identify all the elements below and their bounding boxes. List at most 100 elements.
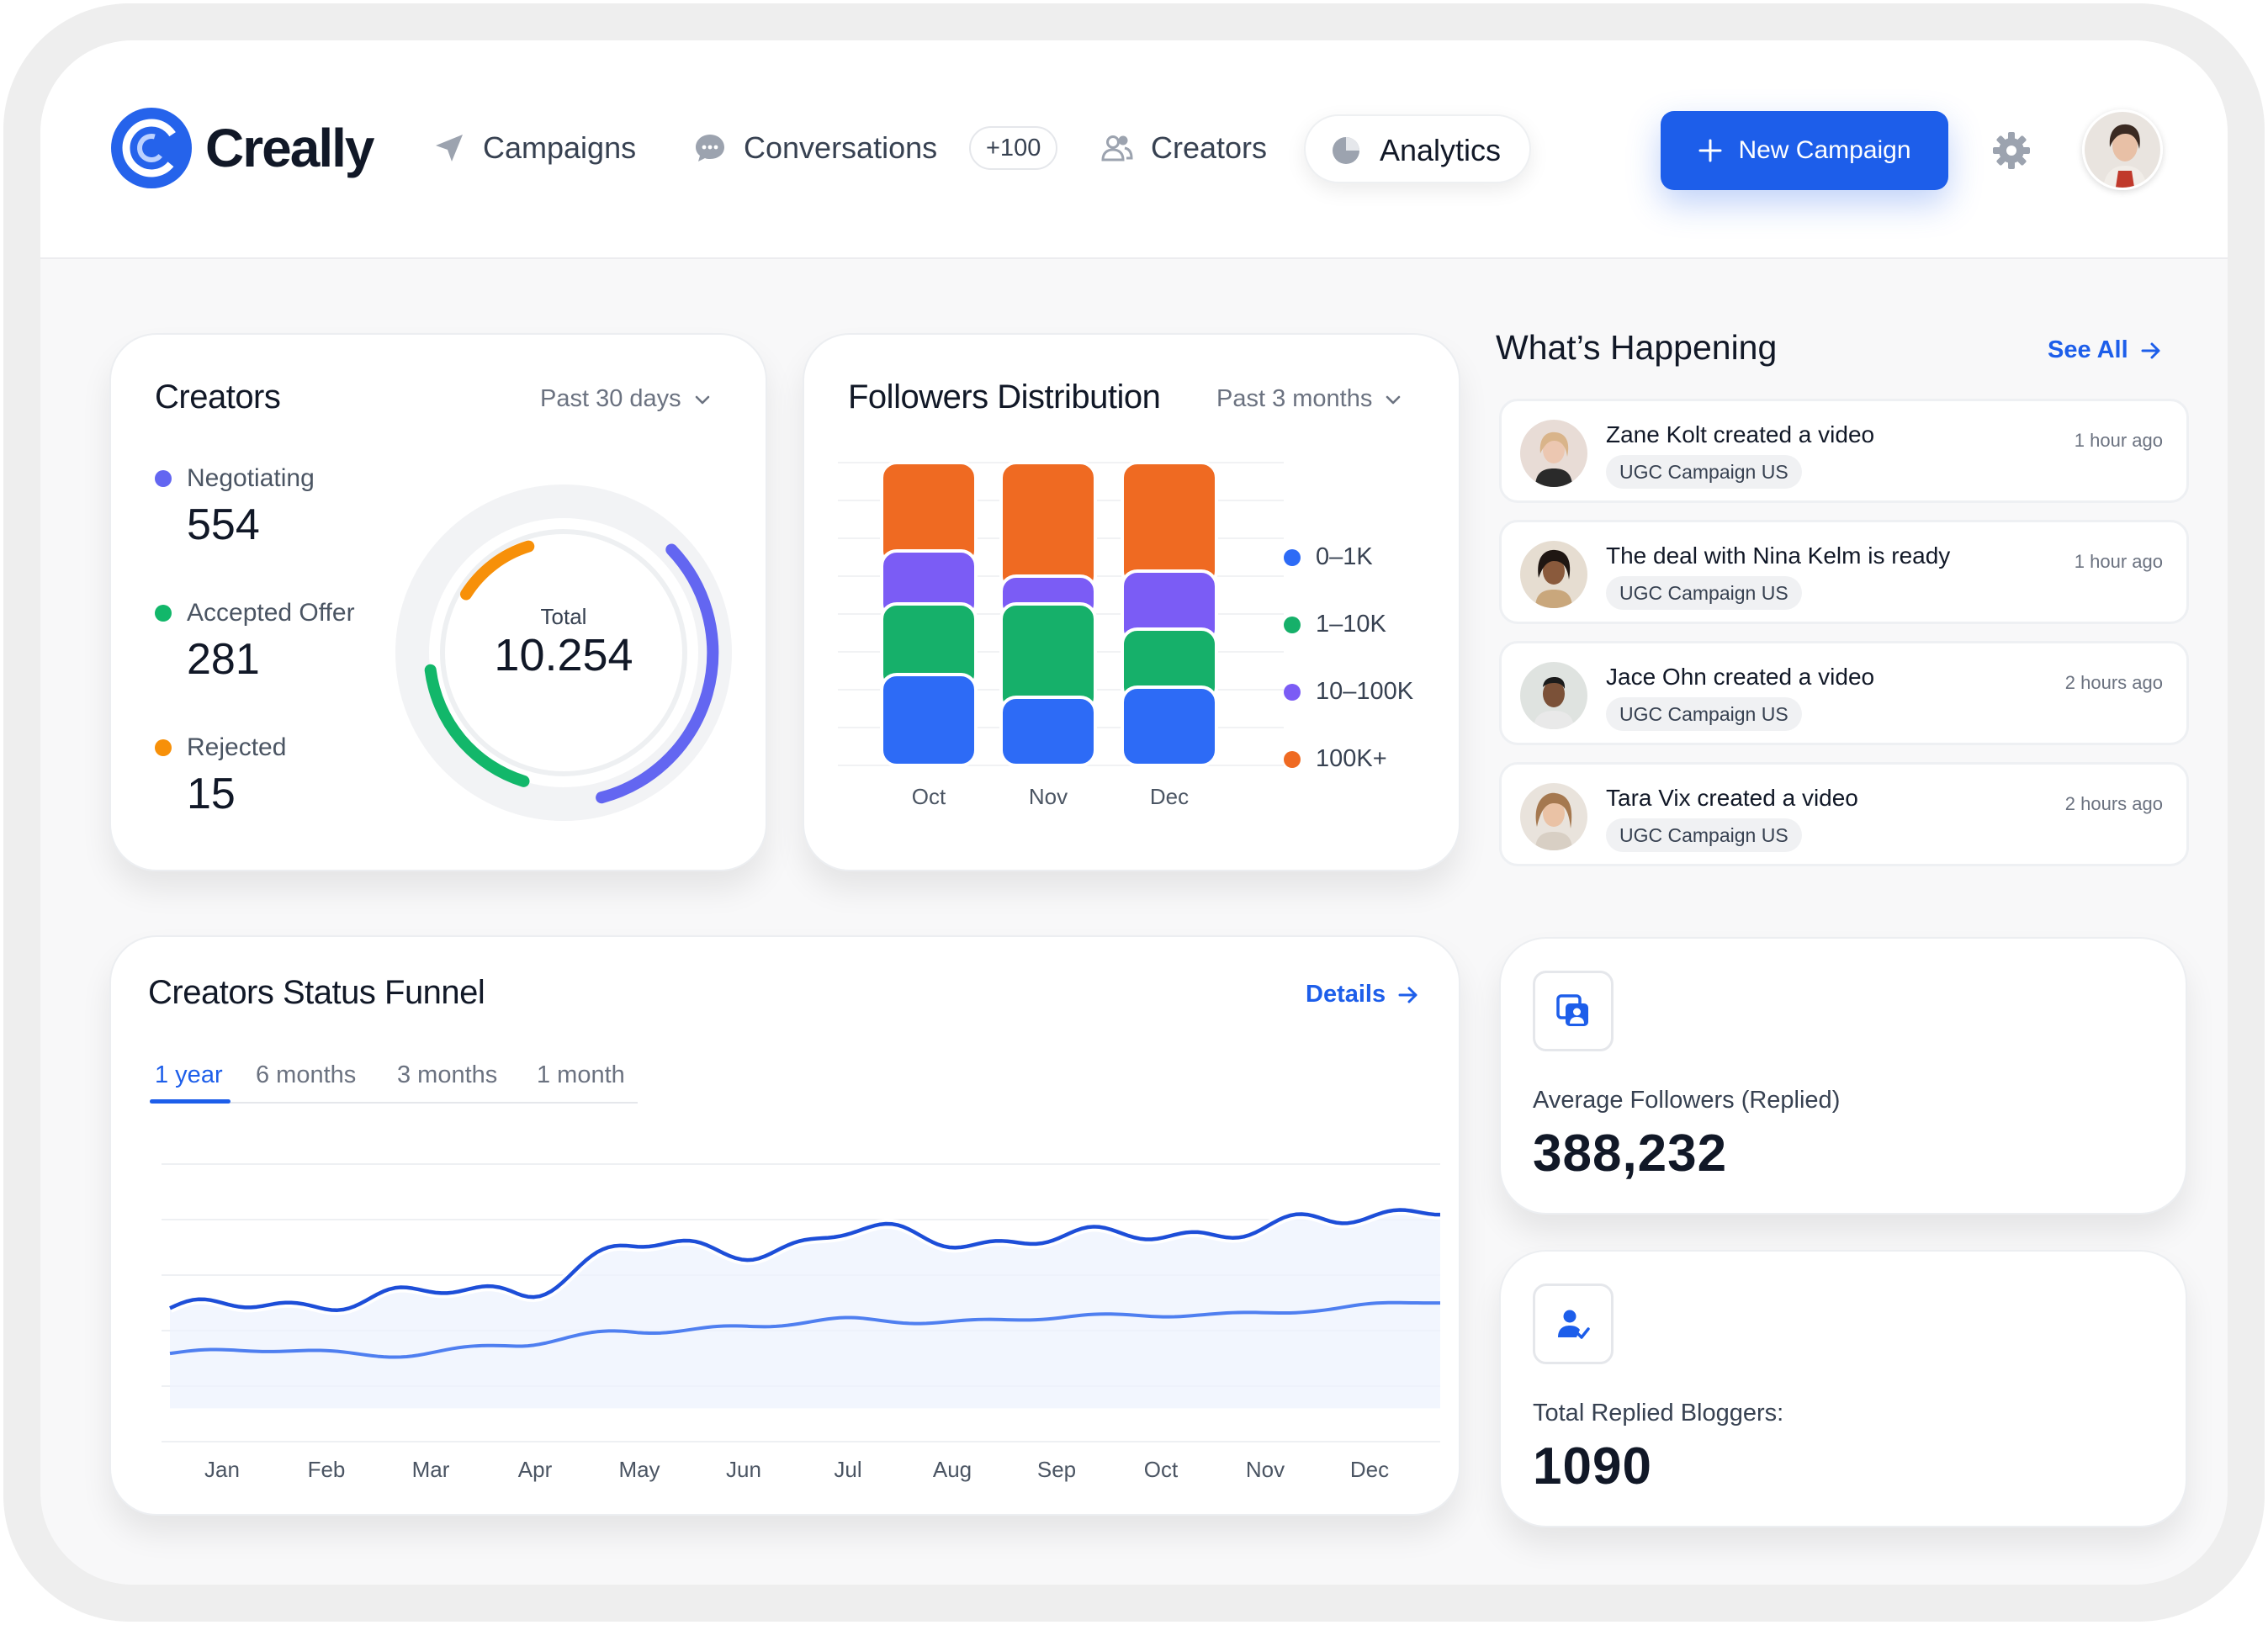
arrow-right-icon: [2141, 342, 2160, 358]
followers-period-select[interactable]: Past 3 months: [1216, 385, 1402, 413]
legend-dot: [1284, 616, 1301, 633]
legend-label: 0–1K: [1316, 543, 1373, 570]
followers-stacked-bar-chart: Oct Nov Dec: [838, 461, 1284, 809]
active-tab-indicator: [150, 1099, 231, 1104]
activity-text: Jace Ohn created a video: [1606, 664, 1875, 690]
x-tick-label: Apr: [517, 1457, 553, 1482]
nav-creators-label: Creators: [1151, 130, 1268, 165]
x-tick-label: Mar: [411, 1457, 450, 1482]
nav-analytics[interactable]: Analytics: [1304, 114, 1531, 183]
activity-time: 1 hour ago: [2074, 551, 2163, 572]
metric-icon-box: [1533, 971, 1614, 1051]
nav-campaigns[interactable]: Campaigns: [432, 121, 636, 175]
legend-label: 100K+: [1316, 745, 1387, 772]
nav-creators[interactable]: Creators: [1100, 121, 1267, 175]
x-tick-label: May: [618, 1457, 660, 1482]
rejected-dot: [155, 739, 172, 756]
donut-inner-ring: [440, 529, 687, 776]
activity-avatar: [1520, 662, 1587, 729]
tab-3-months[interactable]: 3 months: [397, 1061, 498, 1088]
creally-logo-icon: [111, 108, 192, 188]
details-label: Details: [1306, 981, 1386, 1008]
legend-label: 10–100K: [1316, 678, 1414, 705]
total-replied-bloggers-card: Total Replied Bloggers: 1090: [1499, 1250, 2187, 1527]
plus-icon: [1698, 139, 1722, 162]
series-line-secondary: [169, 1300, 1440, 1359]
stat-negotiating-text: Negotiating: [187, 464, 315, 492]
nav-analytics-label: Analytics: [1380, 133, 1502, 167]
area-fill: [170, 1209, 1440, 1409]
details-link[interactable]: Details: [1306, 981, 1419, 1008]
conversations-count-badge: +100: [969, 126, 1058, 170]
x-tick-label: Nov: [1245, 1457, 1285, 1482]
activity-time: 2 hours ago: [2064, 793, 2163, 814]
legend-1-10k: 1–10K: [1284, 611, 1386, 638]
donut-total-caption: Total: [540, 604, 587, 629]
legend-dot: [1284, 548, 1301, 566]
gear-icon[interactable]: [1992, 131, 2031, 170]
x-tick-label: Jan: [204, 1457, 240, 1482]
activity-time: 1 hour ago: [2074, 430, 2163, 451]
series-line-primary: [169, 1208, 1440, 1312]
nav-conversations[interactable]: Conversations: [693, 121, 937, 175]
legend-dot: [1284, 750, 1301, 768]
see-all-label: See All: [2048, 336, 2128, 363]
avg-followers-label: Average Followers (Replied): [1533, 1087, 1841, 1114]
user-check-icon: [1558, 1310, 1590, 1339]
accepted-dot: [155, 605, 172, 622]
pie-chart-icon: [1333, 137, 1359, 164]
followers-period-label: Past 3 months: [1216, 385, 1373, 412]
creators-status-funnel-card: Creators Status Funnel Details 1 year 6 …: [109, 935, 1460, 1516]
activity-text: Tara Vix created a video: [1606, 785, 1858, 811]
stat-negotiating-value: 554: [187, 500, 260, 549]
campaign-tag: UGC Campaign US: [1606, 576, 1802, 610]
creators-donut-chart: [395, 484, 732, 821]
nav-conversations-label: Conversations: [744, 130, 938, 165]
tab-1-month[interactable]: 1 month: [537, 1061, 625, 1088]
donut-negotiating-arc: [596, 543, 719, 804]
activity-avatar: [1520, 783, 1587, 850]
chevron-down-icon: [695, 395, 709, 404]
see-all-link[interactable]: See All: [2048, 336, 2162, 364]
creators-period-label: Past 30 days: [540, 385, 681, 412]
activity-item[interactable]: The deal with Nina Kelm is ready UGC Cam…: [1499, 520, 2189, 624]
chevron-down-icon: [1386, 395, 1401, 404]
tab-6-months[interactable]: 6 months: [256, 1061, 357, 1088]
new-campaign-button[interactable]: New Campaign: [1661, 111, 1948, 190]
stat-accepted-value: 281: [187, 635, 260, 684]
brand-logo[interactable]: Creally: [111, 108, 374, 188]
followers-card-title: Followers Distribution: [848, 378, 1161, 416]
stat-negotiating-label: Negotiating: [155, 464, 315, 493]
legend-10-100k: 10–100K: [1284, 678, 1413, 706]
arrow-right-icon: [1398, 987, 1418, 1003]
donut-total-value: 10.254: [494, 630, 633, 680]
campaign-tag: UGC Campaign US: [1606, 697, 1802, 731]
activity-item[interactable]: Zane Kolt created a video UGC Campaign U…: [1499, 399, 2189, 503]
activity-item[interactable]: Jace Ohn created a video UGC Campaign US…: [1499, 641, 2189, 745]
legend-label: 1–10K: [1316, 611, 1386, 638]
total-replied-value: 1090: [1533, 1437, 1652, 1495]
stat-rejected-text: Rejected: [187, 733, 287, 761]
bar-segment-0–1K: [880, 673, 978, 767]
creators-period-select[interactable]: Past 30 days: [540, 385, 712, 413]
x-tick-label: Jun: [726, 1457, 761, 1482]
x-tick-label: Dec: [1349, 1457, 1390, 1482]
avg-followers-value: 388,232: [1533, 1125, 1728, 1183]
metric-icon-box: [1533, 1284, 1614, 1364]
activity-text: Zane Kolt created a video: [1606, 421, 1875, 447]
tab-1-year[interactable]: 1 year: [155, 1061, 223, 1088]
activity-time: 2 hours ago: [2064, 672, 2163, 693]
funnel-card-title: Creators Status Funnel: [148, 974, 485, 1011]
x-tick-label: Oct: [912, 784, 946, 809]
followers-distribution-card: Followers Distribution Past 3 months Oct…: [803, 333, 1460, 871]
donut-rejected-arc: [460, 540, 535, 601]
campaign-tag: UGC Campaign US: [1606, 818, 1802, 852]
send-icon: [436, 135, 463, 161]
activity-text: The deal with Nina Kelm is ready: [1606, 543, 1951, 569]
user-avatar[interactable]: [2082, 109, 2163, 190]
bar-segment-100K+: [1121, 461, 1218, 588]
x-tick-label: Feb: [307, 1457, 346, 1482]
creators-card: Creators Past 30 days Negotiating 554 Ac…: [109, 333, 767, 871]
activity-item[interactable]: Tara Vix created a video UGC Campaign US…: [1499, 762, 2189, 866]
x-tick-label: Oct: [1143, 1457, 1179, 1482]
